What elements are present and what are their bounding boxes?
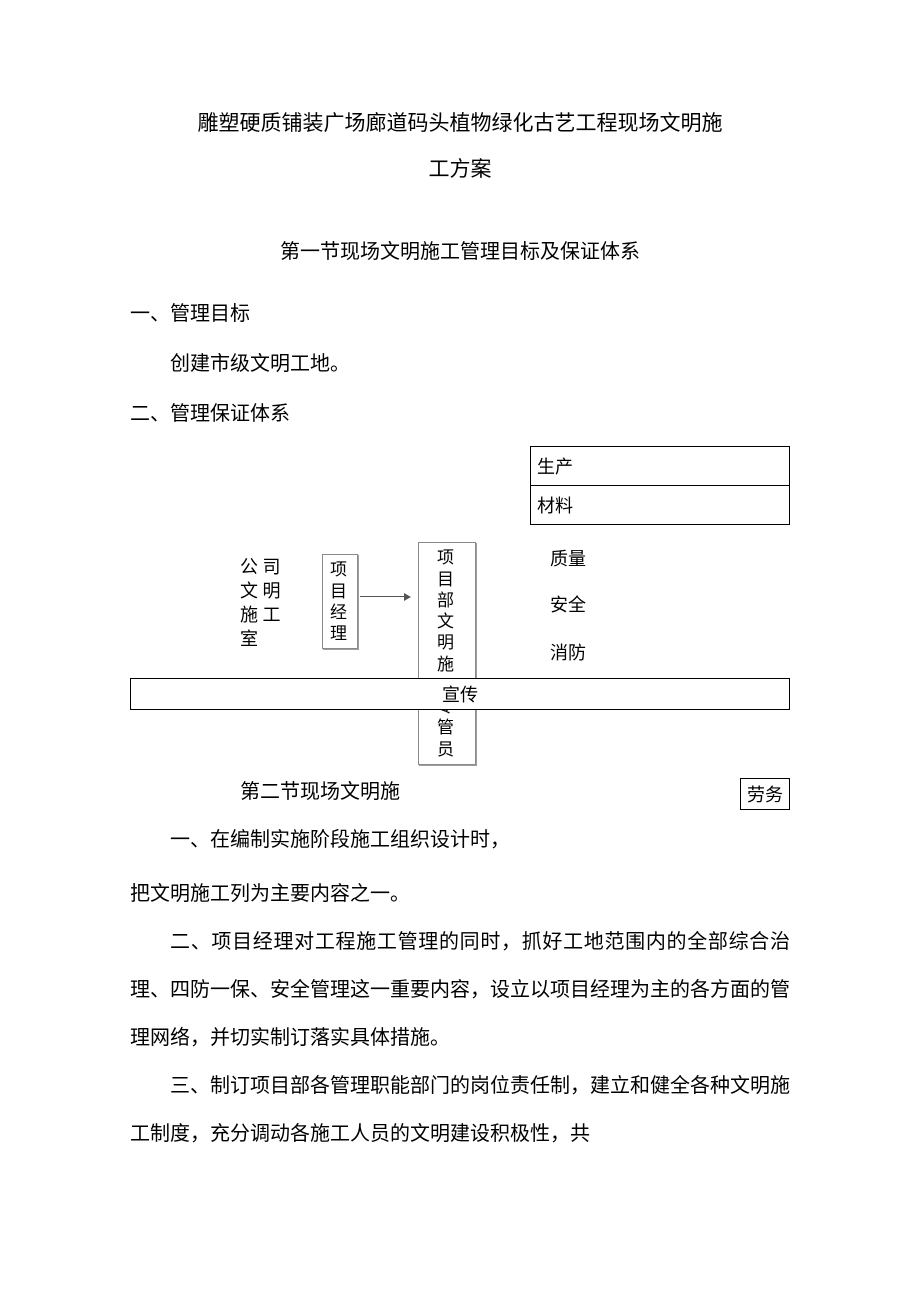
doc-title-line2: 工方案 [130,146,790,192]
p1a: 一、在编制实施阶段施工组织设计时， [130,816,710,864]
org-diagram: 生产 材料 质量 安全 消防 公 司 文 明 施 工 室 项目经理 项 目 部 … [130,446,790,776]
box-pm: 项目经理 [322,554,358,649]
left-label-l3: 施 工 [240,604,281,627]
doc-title-line1: 雕塑硬质铺装广场廊道码头植物绿化古艺工程现场文明施 [130,100,790,146]
box-mgr-l1: 项 目 [425,547,469,590]
right-box-production-label: 生产 [537,453,573,479]
box-labor-label: 劳务 [747,785,783,805]
section1-heading: 第一节现场文明施工管理目标及保证体系 [130,232,790,272]
right-label-quality: 质量 [550,548,586,571]
wide-box-publicity: 宣传 [130,678,790,710]
left-label-l2: 文 明 [240,580,281,603]
right-label-safety: 安全 [550,594,586,617]
box-mgr-l2: 部 文 [425,590,469,633]
s1-a-heading: 一、管理目标 [130,292,790,336]
p3: 三、制订项目部各管理职能部门的岗位责任制，建立和健全各种文明施工制度，充分调动各… [130,1062,790,1158]
box-mgr: 项 目 部 文 明 施 工 专 管 员 [418,542,476,765]
p1b: 把文明施工列为主要内容之一。 [130,870,790,918]
right-label-fire: 消防 [550,642,586,665]
right-box-material: 材料 [530,485,790,525]
box-mgr-l5: 管 员 [425,717,469,760]
box-mgr-l3: 明 施 [425,632,469,675]
section2-heading: 第二节现场文明施 [130,772,710,812]
wide-box-publicity-label: 宣传 [442,681,478,707]
p2: 二、项目经理对工程施工管理的同时，抓好工地范围内的全部综合治理、四防一保、安全管… [130,918,790,1062]
box-labor: 劳务 [740,778,790,810]
s1-a-body: 创建市级文明工地。 [130,342,790,386]
right-box-production: 生产 [530,446,790,486]
left-label-l1: 公 司 [240,556,281,579]
s1-b-heading: 二、管理保证体系 [130,392,790,436]
right-box-material-label: 材料 [537,492,573,518]
left-label-l4: 室 [240,628,258,651]
